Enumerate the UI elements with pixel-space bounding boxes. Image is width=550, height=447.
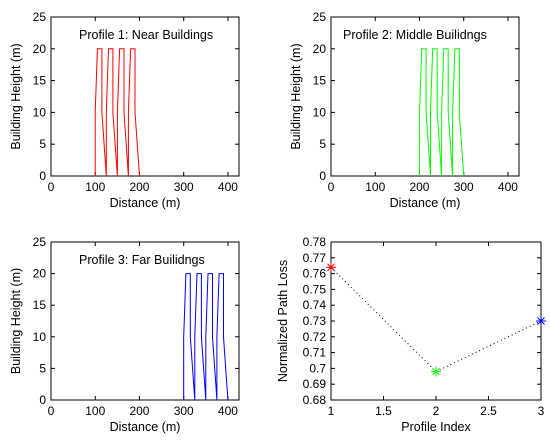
y-tick-label: 5 <box>39 361 46 375</box>
y-tick-label: 15 <box>313 74 327 88</box>
y-axis-label: Building Height (m) <box>9 268 23 374</box>
subplot-3: 0 100 200 300 400 0 5 10 15 20 25 Distance (m) Build… <box>9 235 240 434</box>
y-tick-label: 0 <box>319 169 326 183</box>
building-profile-line <box>183 273 229 401</box>
y-axis-label: Building Height (m) <box>289 43 303 149</box>
x-tick-label: 100 <box>85 404 105 418</box>
x-tick-label: 100 <box>365 180 385 194</box>
x-tick-label: 200 <box>409 180 429 194</box>
axes-box <box>50 241 240 401</box>
x-tick-label: 2 <box>433 404 440 418</box>
subplot-4: 1 1.5 2 2.5 3 0.68 0.69 0.70.71 0.72 0.73 0.74 0.75… <box>276 235 546 434</box>
x-tick-label: 200 <box>129 404 149 418</box>
x-tick-label: 1.5 <box>375 404 392 418</box>
path-loss-marker-1 <box>326 262 336 273</box>
y-tick-label: 10 <box>33 105 47 119</box>
x-tick-label: 300 <box>174 404 194 418</box>
axes-box <box>50 16 240 177</box>
y-tick-label: 25 <box>313 10 327 24</box>
profile-annotation: Profile 2: Middle Builidngs <box>343 28 487 42</box>
path-loss-marker-3 <box>536 316 546 326</box>
x-tick-label: 400 <box>218 404 238 418</box>
y-tick-label: 0.74 <box>303 298 327 312</box>
profile-annotation: Profile 3: Far Builidngs <box>79 253 205 267</box>
y-tick-label: 0 <box>39 169 46 183</box>
x-axis-label: Profile Index <box>401 420 471 434</box>
y-tick-label: 0.78 <box>303 235 327 249</box>
x-tick-label: 1 <box>328 404 335 418</box>
profile-annotation: Profile 1: Near Buildings <box>79 28 213 42</box>
x-axis-label: Distance (m) <box>390 196 461 210</box>
y-tick-label: 0 <box>39 393 46 407</box>
y-tick-label: 10 <box>313 105 327 119</box>
subplot-2: 0 100 200 300 400 0 5 10 15 20 25 Distance (m) Build… <box>289 10 520 210</box>
x-tick-label: 0 <box>328 180 335 194</box>
y-tick-label: 0.75 <box>303 282 327 296</box>
y-tick-label: 0.76 <box>303 267 327 281</box>
x-tick-label: 100 <box>85 180 105 194</box>
y-tick-label: 25 <box>33 10 47 24</box>
x-tick-label: 3 <box>538 404 545 418</box>
y-tick-label: 0.71 <box>303 346 327 360</box>
y-tick-label: 20 <box>313 42 327 56</box>
y-axis-label: Normalized Path Loss <box>276 260 290 382</box>
path-loss-marker-2 <box>431 366 441 377</box>
y-tick-label: 0.77 <box>303 251 327 265</box>
x-axis-label: Distance (m) <box>110 196 181 210</box>
y-tick-label: 5 <box>319 137 326 151</box>
x-tick-label: 300 <box>454 180 474 194</box>
y-axis-label: Building Height (m) <box>9 43 23 149</box>
x-tick-label: 0 <box>48 404 55 418</box>
y-tick-label: 15 <box>33 74 47 88</box>
y-tick-label: 0.7 <box>309 361 326 375</box>
building-profile-line <box>419 48 465 177</box>
y-tick-label: 0.73 <box>303 314 327 328</box>
x-tick-label: 200 <box>129 180 149 194</box>
y-tick-label: 25 <box>33 235 47 249</box>
x-tick-label: 400 <box>218 180 238 194</box>
x-tick-label: 300 <box>174 180 194 194</box>
y-tick-label: 0.68 <box>303 393 327 407</box>
x-tick-label: 400 <box>498 180 518 194</box>
x-axis-label: Distance (m) <box>110 420 181 434</box>
y-tick-label: 20 <box>33 267 47 281</box>
y-tick-label: 5 <box>39 137 46 151</box>
y-tick-label: 0.69 <box>303 377 327 391</box>
y-tick-label: 10 <box>33 330 47 344</box>
x-tick-label: 0 <box>48 180 55 194</box>
y-tick-label: 15 <box>33 298 47 312</box>
y-tick-label: 0.72 <box>303 330 327 344</box>
axes-box <box>330 16 520 177</box>
subplot-1: 0 100 200 300 400 0 5 10 15 20 25 Distance (m) Build… <box>9 10 240 210</box>
y-tick-label: 20 <box>33 42 47 56</box>
building-profile-line <box>94 48 140 177</box>
x-tick-label: 2.5 <box>480 404 497 418</box>
